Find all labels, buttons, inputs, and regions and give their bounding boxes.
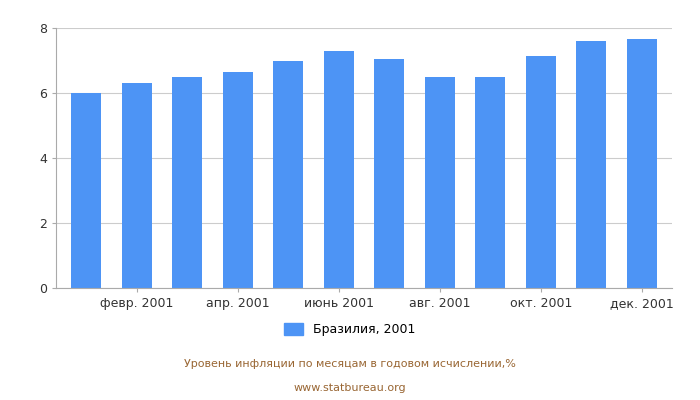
Bar bbox=[323, 51, 354, 288]
Bar bbox=[526, 56, 556, 288]
Text: Уровень инфляции по месяцам в годовом исчислении,%: Уровень инфляции по месяцам в годовом ис… bbox=[184, 359, 516, 369]
Bar bbox=[475, 77, 505, 288]
Bar bbox=[122, 83, 152, 288]
Bar bbox=[223, 72, 253, 288]
Bar bbox=[374, 59, 405, 288]
Bar bbox=[172, 77, 202, 288]
Legend: Бразилия, 2001: Бразилия, 2001 bbox=[279, 318, 421, 341]
Bar bbox=[273, 60, 303, 288]
Text: www.statbureau.org: www.statbureau.org bbox=[294, 383, 406, 393]
Bar bbox=[425, 77, 455, 288]
Bar bbox=[626, 39, 657, 288]
Bar bbox=[71, 93, 101, 288]
Bar bbox=[576, 41, 606, 288]
